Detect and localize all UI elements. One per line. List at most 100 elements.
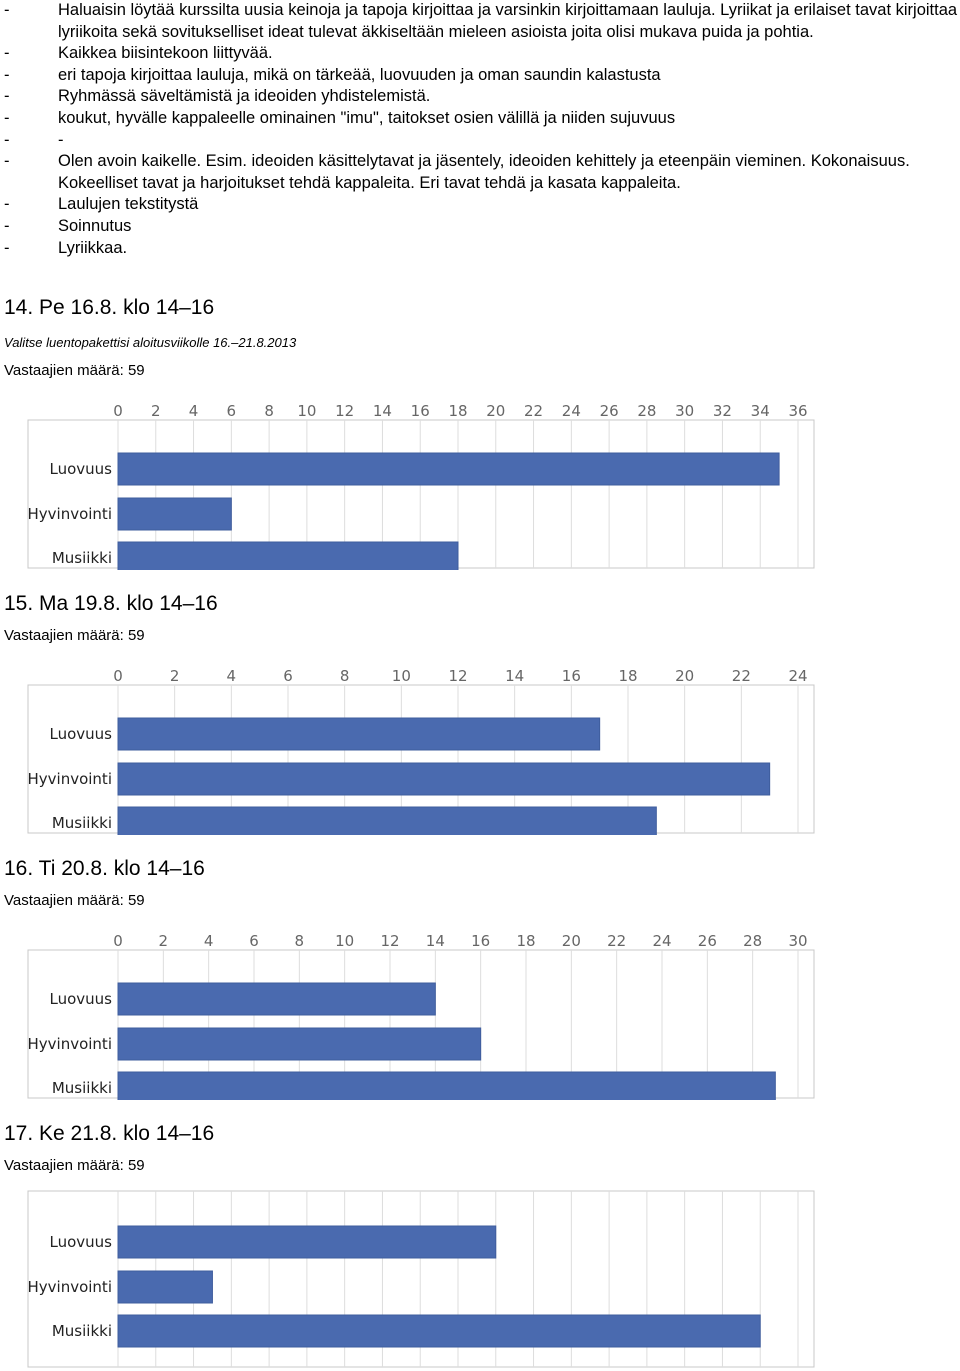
list-dash: - [4,216,10,235]
x-tick-label: 4 [189,402,199,420]
results-chart: Luovuus Hyvinvointi Musiikki [27,1190,815,1368]
x-tick-label: 12 [335,402,354,420]
list-dash: - [4,238,10,257]
question-subtitle: Valitse luentopakettisi aloitusviikolle … [4,335,297,350]
category-label: Hyvinvointi [28,770,113,788]
x-tick-label: 26 [698,932,717,950]
x-tick-label: 22 [732,667,751,685]
x-tick-label: 26 [600,402,619,420]
results-chart: 0 2 4 6 8 10 12 14 16 18 20 22 24LuovuusHyvinvointiM… [27,667,815,835]
x-tick-label: 30 [788,932,807,950]
list-dash: - [4,44,10,63]
bar-hyvinvointi [117,497,232,531]
x-tick-label: 2 [159,932,169,950]
list-dash: - [4,130,10,149]
x-tick-label: 28 [743,932,762,950]
list-item: -- [4,130,960,152]
category-label: Luovuus [50,1233,113,1251]
category-label: Luovuus [50,460,113,478]
list-dash: - [4,1,10,19]
x-tick-label: 22 [524,402,543,420]
bar-luovuus [117,452,780,486]
respondent-count: Vastaajien määrä: 59 [4,362,145,379]
x-tick-label: 0 [113,402,123,420]
bar-hyvinvointi [117,1027,482,1061]
bar-musiikki [117,806,657,835]
x-tick-label: 18 [516,932,535,950]
list-item: - Kaikkea biisintekoon liittyvää. [4,43,960,65]
respondent-count: Vastaajien määrä: 59 [4,1157,145,1174]
category-label: Luovuus [50,725,113,743]
bar-musiikki [117,1314,761,1348]
x-tick-label: 2 [151,402,161,420]
x-tick-label: 24 [562,402,581,420]
x-tick-label: 14 [426,932,445,950]
category-label: Hyvinvointi [28,505,113,523]
list-dash: - [4,195,10,214]
x-tick-label: 8 [340,667,350,685]
x-tick-label: 18 [448,402,467,420]
x-tick-label: 32 [713,402,732,420]
list-item: - Lyriikkaa. [4,238,960,260]
x-tick-label: 14 [505,667,524,685]
x-tick-label: 10 [392,667,411,685]
x-tick-label: 6 [249,932,259,950]
section-heading: 15. Ma 19.8. klo 14–16 [4,592,218,615]
x-tick-label: 4 [204,932,214,950]
list-dash: - [4,152,10,171]
bar-luovuus [117,1225,497,1259]
x-tick-label: 12 [380,932,399,950]
x-tick-label: 6 [227,402,237,420]
list-item-text: Ryhmässä säveltämistä ja ideoiden yhdist… [58,87,431,106]
category-label: Musiikki [52,1322,112,1340]
bar-luovuus [117,982,436,1016]
category-label: Luovuus [50,990,113,1008]
list-item-text: eri tapoja kirjoittaa lauluja, mikä on t… [58,65,661,84]
list-dash: - [4,87,10,106]
x-tick-label: 18 [618,667,637,685]
list-dash: - [4,108,10,127]
category-label: Hyvinvointi [28,1278,113,1296]
list-item-text: Soinnutus [58,216,132,235]
respondent-count: Vastaajien määrä: 59 [4,892,145,909]
x-tick-label: 20 [562,932,581,950]
x-tick-label: 10 [335,932,354,950]
x-tick-label: 14 [373,402,392,420]
list-item-text: Kaikkea biisintekoon liittyvää. [58,44,273,63]
x-tick-label: 4 [227,667,237,685]
category-label: Musiikki [52,814,112,832]
bar-luovuus [117,717,601,751]
bar-musiikki [117,1071,776,1100]
x-tick-label: 36 [788,402,807,420]
list-item-text: Laulujen tekstitystä [58,195,199,214]
respondent-count: Vastaajien määrä: 59 [4,627,145,644]
bar-musiikki [117,541,459,570]
feedback-list: - Haluaisin löytää kurssilta uusia keinoj… [4,0,960,259]
x-tick-label: 0 [113,667,123,685]
list-dash: - [4,65,10,84]
x-tick-label: 8 [264,402,274,420]
x-tick-label: 12 [448,667,467,685]
category-label: Musiikki [52,1079,112,1097]
list-item: - koukut, hyvälle kappaleelle ominainen "… [4,108,960,130]
list-item-text: - [58,130,64,149]
results-chart: 0 2 4 6 8 10 12 14 16 18 20 22 24 26 28 30LuovuusHyvinv… [27,932,815,1100]
category-label: Hyvinvointi [28,1035,113,1053]
bar-hyvinvointi [117,762,771,796]
x-tick-label: 34 [751,402,770,420]
x-tick-label: 8 [295,932,305,950]
x-tick-label: 24 [788,667,807,685]
list-item: - Laulujen tekstitystä [4,194,960,216]
list-item-text: Olen avoin kaikelle. Esim. ideoiden käsi… [58,152,910,192]
x-tick-label: 2 [170,667,180,685]
x-tick-label: 20 [486,402,505,420]
list-item-text: Haluaisin löytää kurssilta uusia keinoja… [58,1,958,41]
list-item-text: Lyriikkaa. [58,238,128,257]
bar-hyvinvointi [117,1270,213,1304]
x-tick-label: 22 [607,932,626,950]
x-tick-label: 24 [652,932,671,950]
category-label: Musiikki [52,549,112,567]
results-chart: 0 2 4 6 8 10 12 14 16 18 20 22 24 26 28 30 32 34 36Luovuus… [27,402,815,570]
section-heading: 14. Pe 16.8. klo 14–16 [4,296,215,319]
x-tick-label: 30 [675,402,694,420]
